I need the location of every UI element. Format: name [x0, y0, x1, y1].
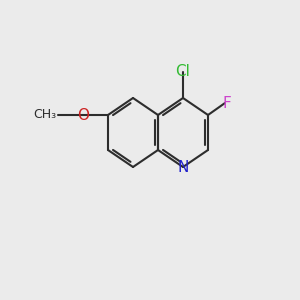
Text: N: N — [177, 160, 189, 175]
Text: O: O — [77, 107, 89, 122]
Text: F: F — [223, 95, 231, 110]
Text: Cl: Cl — [176, 64, 190, 80]
Text: CH₃: CH₃ — [33, 109, 56, 122]
